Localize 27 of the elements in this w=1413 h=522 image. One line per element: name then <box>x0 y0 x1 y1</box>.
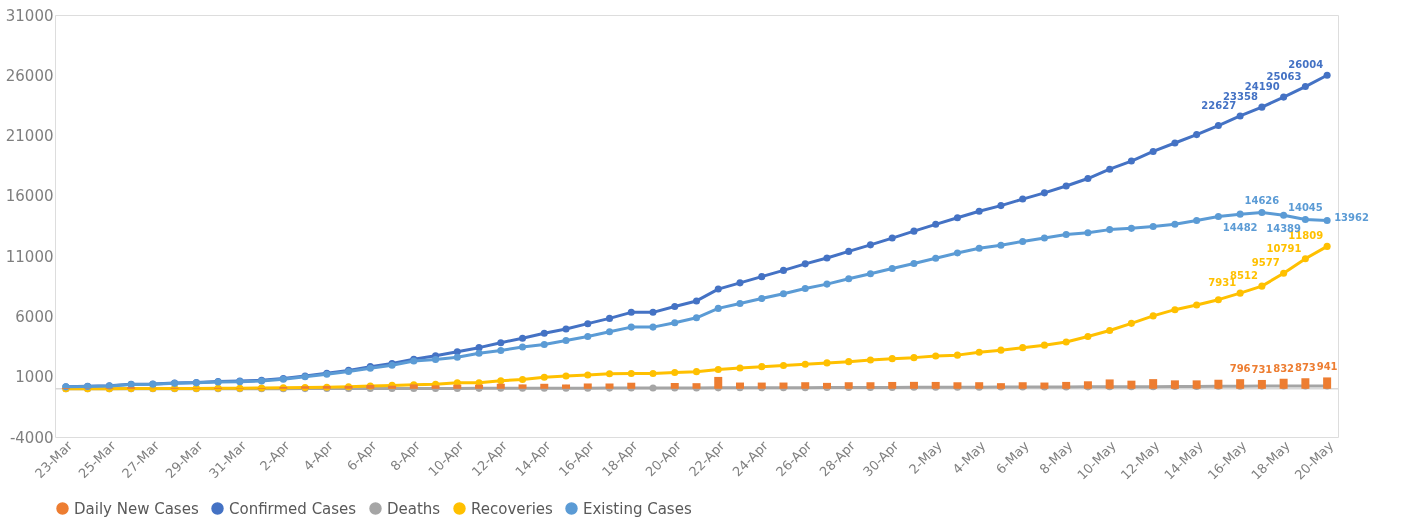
data-label: 873 <box>1294 362 1316 374</box>
data-label: 10791 <box>1266 242 1302 254</box>
data-label: 14626 <box>1244 195 1280 207</box>
data-label: 14045 <box>1287 202 1323 214</box>
legend-label: Recoveries <box>471 499 554 518</box>
data-label: 13962 <box>1334 212 1369 224</box>
data-label: 9577 <box>1251 257 1280 269</box>
legend-label: Daily New Cases <box>74 499 199 518</box>
legend-label: Confirmed Cases <box>229 499 357 518</box>
data-label: 731 <box>1251 363 1273 375</box>
y-tick-label: 21000 <box>5 127 54 146</box>
data-label: 24190 <box>1244 81 1280 93</box>
data-label: 26004 <box>1288 59 1324 71</box>
y-tick-label: -4000 <box>9 428 54 447</box>
y-tick-label: 1000 <box>15 368 54 387</box>
y-tick-label: 31000 <box>5 6 54 25</box>
data-label: 796 <box>1229 363 1251 375</box>
y-tick-label: 6000 <box>15 307 54 326</box>
legend-label: Deaths <box>387 499 441 518</box>
y-tick-label: 11000 <box>5 247 54 266</box>
data-label: 832 <box>1273 362 1295 374</box>
legend-label: Existing Cases <box>583 499 692 518</box>
data-label: 25063 <box>1266 70 1302 82</box>
y-tick-label: 16000 <box>5 187 54 206</box>
data-label: 941 <box>1316 361 1338 373</box>
y-tick-label: 26000 <box>5 66 54 85</box>
data-label: 14482 <box>1222 222 1258 234</box>
